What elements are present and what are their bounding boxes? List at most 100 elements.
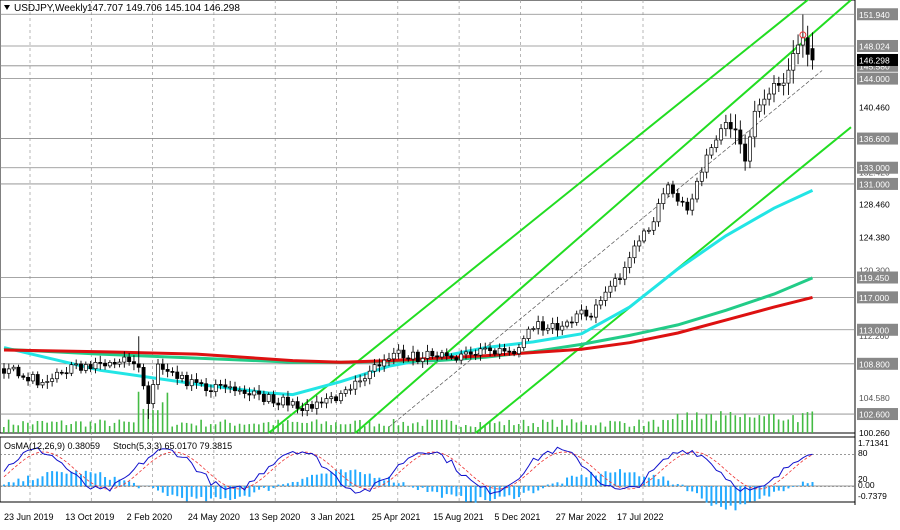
osma-bar [287, 483, 289, 486]
candle-body [219, 384, 222, 385]
volume-bar [773, 414, 775, 433]
volume-bar [248, 424, 250, 433]
volume-bar [451, 421, 453, 433]
volume-bar [258, 424, 260, 433]
volume-bar [191, 424, 193, 433]
osma-bar [66, 474, 68, 486]
volume-bar [595, 425, 597, 433]
osma-bar [470, 486, 472, 502]
candle-body [411, 352, 414, 359]
candle-body [363, 379, 366, 381]
trend-dashed-line [389, 70, 822, 427]
volume-bar [388, 426, 390, 433]
volume-bar [210, 424, 212, 433]
volume-bar [109, 426, 111, 433]
candle-body [662, 194, 665, 204]
volume-bar [51, 422, 53, 433]
collapse-triangle-icon[interactable] [4, 5, 10, 10]
candle-body [719, 129, 722, 140]
candle-body [248, 394, 251, 395]
candle-body [436, 356, 439, 357]
candle-body [195, 380, 198, 383]
osma-bar [239, 486, 241, 497]
candle-body [60, 372, 63, 373]
volume-bar [186, 423, 188, 433]
osma-bar [22, 481, 24, 486]
current-price-label: 146.298 [859, 55, 890, 65]
candle-body [700, 172, 703, 181]
candle-body [642, 231, 645, 241]
x-tick-label: 13 Oct 2019 [65, 512, 114, 522]
volume-bar [239, 424, 241, 433]
candle-body [238, 390, 241, 391]
osma-bar [181, 486, 183, 498]
candle-body [325, 399, 328, 403]
candle-body [171, 371, 174, 372]
osma-bar [42, 476, 44, 486]
volume-bar [364, 426, 366, 433]
candle-body [763, 99, 766, 105]
volume-bar [585, 425, 587, 433]
candle-body [209, 391, 212, 392]
osma-bar [297, 482, 299, 486]
volume-bar [576, 422, 578, 433]
osma-bar [13, 482, 15, 486]
volume-bar [253, 424, 255, 433]
volume-bar [547, 422, 549, 433]
osma-bar [99, 472, 101, 486]
volume-bar [422, 426, 424, 433]
volume-bar [181, 423, 183, 433]
osma-bar [282, 484, 284, 486]
osma-bar [778, 486, 780, 491]
candle-body [267, 395, 270, 402]
candle-body [508, 351, 511, 352]
candle-body [705, 155, 708, 172]
volume-bar [528, 426, 530, 433]
osma-bar [412, 486, 414, 488]
osma-bar [763, 486, 765, 496]
osma-bar [720, 486, 722, 507]
volume-bar [398, 425, 400, 433]
candle-body [407, 358, 410, 359]
volume-bar [157, 410, 159, 433]
candle-body [426, 351, 429, 358]
volume-bar [292, 422, 294, 433]
volume-bar [215, 424, 217, 433]
osma-bar [51, 471, 53, 486]
osma-bar [402, 482, 404, 486]
volume-bar [600, 422, 602, 433]
candle-body [152, 385, 155, 404]
volume-bar [715, 421, 717, 433]
candle-body [277, 403, 280, 405]
osma-bar [542, 486, 544, 488]
osma-bar [350, 470, 352, 486]
osma-bar [633, 472, 635, 486]
candle-body [79, 364, 82, 371]
candle-body [614, 279, 617, 287]
volume-bars [3, 392, 813, 433]
candle-body [22, 376, 25, 377]
candle-body [488, 348, 491, 351]
osma-bar [773, 486, 775, 492]
osma-bar [152, 486, 154, 488]
volume-bar [90, 422, 92, 433]
osma-bar [330, 472, 332, 486]
candle-body [128, 357, 131, 362]
candle-body [190, 380, 193, 386]
osma-bar [215, 486, 217, 497]
volume-bar [3, 427, 5, 433]
volume-bar [763, 416, 765, 433]
osma-bar [624, 473, 626, 486]
osma-bar [277, 485, 279, 486]
osma-bar [508, 486, 510, 495]
osma-bar [812, 482, 814, 486]
candle-body [282, 397, 285, 405]
osma-bar [561, 484, 563, 486]
candle-body [233, 387, 236, 391]
y-tick-label: 133.000 [859, 163, 890, 173]
candle-body [176, 372, 179, 378]
candle-body [180, 375, 183, 378]
candle-body [522, 339, 525, 348]
